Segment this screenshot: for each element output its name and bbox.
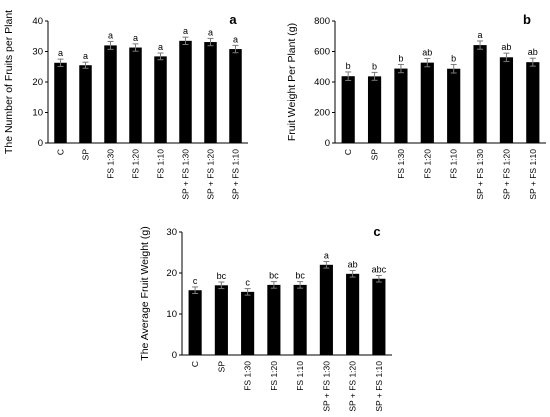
significance-letter: a xyxy=(158,42,163,52)
y-tick-label: 0 xyxy=(38,138,43,149)
significance-letter: a xyxy=(183,26,188,36)
chart-panel-b: 0 200 400 600 800 Fruit Weight Per Plant (g) b… xyxy=(286,12,546,200)
significance-letter: a xyxy=(58,48,63,58)
x-tick-label: FS 1:20 xyxy=(422,149,432,179)
panel-label: b xyxy=(523,12,531,27)
x-tick-label: C xyxy=(190,361,200,367)
x-tick-label: SP + FS 1:10 xyxy=(528,149,538,200)
bar xyxy=(204,42,217,143)
x-tick-label: SP + FS 1:20 xyxy=(206,149,216,200)
x-tick-label: SP + FS 1:30 xyxy=(181,149,191,200)
significance-letter: b xyxy=(451,53,456,63)
bar xyxy=(394,68,408,143)
bar xyxy=(154,56,167,143)
significance-letter: a xyxy=(83,51,88,61)
y-tick-label: 10 xyxy=(166,309,177,320)
significance-letter: bc xyxy=(295,271,305,281)
significance-letter: ab xyxy=(422,48,432,58)
chart-panel-c: 0 10 20 30 The Average Fruit Weight (g) c c Cbc… xyxy=(139,224,392,412)
x-tick-label: SP xyxy=(216,361,226,373)
x-tick-label: FS 1:10 xyxy=(156,149,166,179)
significance-letter: ab xyxy=(528,47,538,57)
panel-label: a xyxy=(229,12,237,27)
x-tick-label: SP + FS 1:30 xyxy=(321,361,331,412)
y-tick-label: 0 xyxy=(172,350,177,361)
bar xyxy=(346,273,360,355)
y-tick-label: 30 xyxy=(32,47,43,58)
x-tick-label: FS 1:20 xyxy=(269,361,279,391)
significance-letter: b xyxy=(372,61,377,71)
significance-letter: a xyxy=(233,34,238,44)
bar xyxy=(214,285,228,355)
y-tick-label: 20 xyxy=(166,268,177,279)
significance-letter: bc xyxy=(217,271,227,281)
x-tick-label: C xyxy=(56,149,66,155)
significance-letter: bc xyxy=(269,271,279,281)
bar xyxy=(129,47,142,143)
x-tick-label: SP xyxy=(370,149,380,161)
x-tick-label: FS 1:20 xyxy=(131,149,141,179)
significance-letter: ab xyxy=(501,42,511,52)
bar xyxy=(54,62,67,143)
y-tick-label: 0 xyxy=(325,138,330,149)
x-tick-label: FS 1:10 xyxy=(295,361,305,391)
panel-label: c xyxy=(373,224,380,239)
y-axis-title: The Average Fruit Weight (g) xyxy=(139,226,151,360)
bar xyxy=(341,76,355,143)
bar xyxy=(188,290,202,355)
significance-letter: a xyxy=(478,30,483,40)
y-tick-label: 800 xyxy=(314,16,330,27)
bar xyxy=(447,68,461,143)
y-tick-label: 30 xyxy=(166,227,177,238)
bar xyxy=(473,45,487,143)
x-tick-label: SP + FS 1:10 xyxy=(231,149,241,200)
bar xyxy=(367,76,382,143)
x-tick-label: SP xyxy=(81,149,91,161)
x-tick-label: SP + FS 1:20 xyxy=(348,361,358,412)
y-tick-label: 400 xyxy=(314,77,330,88)
y-tick-label: 200 xyxy=(314,108,330,119)
x-tick-label: FS 1:10 xyxy=(449,149,459,179)
significance-letter: b xyxy=(398,53,403,63)
significance-letter: a xyxy=(324,251,329,261)
bar xyxy=(229,49,242,144)
bar xyxy=(267,284,281,355)
bar xyxy=(319,264,333,355)
significance-letter: c xyxy=(193,276,198,286)
chart-panel-a: 0 10 20 30 40 The Number of Fruits per Plant a… xyxy=(3,10,248,200)
y-tick-label: 10 xyxy=(32,108,43,119)
significance-letter: c xyxy=(245,278,250,288)
significance-letter: a xyxy=(208,27,213,37)
x-tick-label: FS 1:30 xyxy=(106,149,116,179)
bar xyxy=(372,278,386,355)
significance-letter: abc xyxy=(372,264,387,274)
y-axis-title: Fruit Weight Per Plant (g) xyxy=(286,23,298,141)
significance-letter: b xyxy=(346,61,351,71)
significance-letter: a xyxy=(133,33,138,43)
y-tick-label: 40 xyxy=(32,16,43,27)
x-tick-label: C xyxy=(343,149,353,155)
bar xyxy=(420,62,434,143)
x-tick-label: SP + FS 1:20 xyxy=(501,149,511,200)
bar xyxy=(526,62,540,143)
bar xyxy=(104,45,117,143)
x-tick-label: SP + FS 1:30 xyxy=(475,149,485,200)
significance-letter: a xyxy=(108,30,113,40)
bar xyxy=(499,57,514,143)
bar xyxy=(241,291,255,355)
bar xyxy=(79,65,92,143)
x-tick-label: FS 1:30 xyxy=(396,149,406,179)
significance-letter: ab xyxy=(348,260,358,270)
bar xyxy=(179,40,192,144)
x-tick-label: FS 1:30 xyxy=(243,361,253,391)
y-tick-label: 20 xyxy=(32,77,43,88)
bar xyxy=(293,284,307,355)
y-tick-label: 600 xyxy=(314,47,330,58)
x-tick-label: SP + FS 1:10 xyxy=(374,361,384,412)
y-axis-title: The Number of Fruits per Plant xyxy=(3,10,15,154)
